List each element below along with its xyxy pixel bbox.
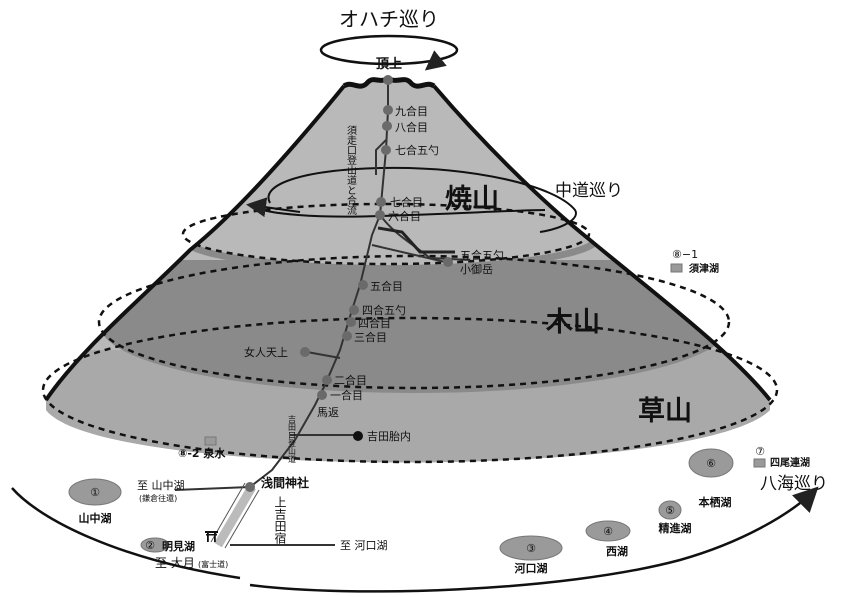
station-dot-55 <box>443 257 453 267</box>
station-8-label: 八合目 <box>395 120 428 134</box>
lake-6-shape <box>688 448 734 478</box>
kamakura-label: (鎌倉往還) <box>139 493 177 503</box>
station-9-label: 九合目 <box>395 104 428 118</box>
ohachi-course <box>319 34 459 71</box>
zone-yakeyama-label: 焼山 <box>445 184 499 215</box>
lake-1-num: ① <box>90 486 100 499</box>
station-55-label: 五合五勺 <box>460 248 504 262</box>
lake-5-label: 精進湖 <box>659 521 692 535</box>
station-dot-6 <box>375 210 385 220</box>
lakes <box>68 263 766 561</box>
station-dot-9 <box>383 105 393 115</box>
station-dot-45 <box>349 305 359 315</box>
to-otsuki-label: 至 大月 <box>155 556 195 570</box>
lake-2-label: 明見湖 <box>162 539 195 553</box>
station-3-label: 三合目 <box>354 330 387 344</box>
labels: オハチ巡り 頂上 中道巡り 八海巡り 焼山 木山 草山 九合目 八合目 七合五勺… <box>79 7 829 575</box>
hakkai-course <box>11 486 819 593</box>
yakeyama-boundary <box>181 202 591 266</box>
lake-4-shape <box>585 520 631 542</box>
lake-7-num: ⑦ <box>755 445 765 458</box>
lake-82-label: ⑧-2 泉水 <box>178 446 226 460</box>
lake-1-shape <box>68 478 122 506</box>
lake-81-shape <box>670 263 683 273</box>
station-2-label: 二合目 <box>334 373 367 387</box>
station-dot-3 <box>342 331 352 341</box>
station-dots <box>245 75 453 492</box>
station-dot-sengen <box>245 482 255 492</box>
station-dot-2 <box>322 375 332 385</box>
lake-7-shape <box>753 458 766 468</box>
hakkai-label: 八海巡り <box>760 474 828 494</box>
station-dot-75 <box>381 145 391 155</box>
kamiyoshida-road <box>210 482 260 549</box>
torii-icon <box>205 531 218 542</box>
subashiri-label: 須走口登山道と合流 <box>345 125 357 216</box>
lake-1-label: 山中湖 <box>79 511 112 525</box>
station-1-label: 一合目 <box>330 388 363 402</box>
chudo-label: 中道巡り <box>555 181 623 201</box>
station-dot-8 <box>382 121 392 131</box>
mountain-cone <box>44 74 772 463</box>
lake-81-num: ⑧−1 <box>672 248 698 261</box>
zone-kiyama-label: 木山 <box>545 307 600 338</box>
zone-boundaries <box>41 202 779 464</box>
nyonin-label: 女人天上 <box>244 345 288 359</box>
kamiyoshida-label: 上吉田宿 <box>273 496 287 544</box>
ohachi-label: オハチ巡り <box>339 7 439 31</box>
kiyama-boundary <box>97 254 731 390</box>
summit-label: 頂上 <box>376 57 402 72</box>
station-45-label: 四合五勺 <box>362 303 406 317</box>
lake-6-label: 本栖湖 <box>699 495 732 509</box>
lake-4-label: 西湖 <box>606 544 628 558</box>
lake-7-label: 四尾連湖 <box>770 456 810 469</box>
station-dot-nyonin <box>300 347 310 357</box>
yoshida-trail-label: 吉田口登山道 <box>288 415 297 464</box>
kusayama-boundary <box>41 316 779 464</box>
lake-3-label: 河口湖 <box>515 561 548 575</box>
station-dot-7 <box>376 197 386 207</box>
lake-5-num: ⑤ <box>665 504 675 517</box>
zone-kusayama-label: 草山 <box>638 396 692 427</box>
station-4-label: 四合目 <box>358 316 391 330</box>
fujimichi-label: (富士道) <box>198 559 228 569</box>
station-dot-summit <box>383 75 393 85</box>
lake-4-num: ④ <box>603 525 613 538</box>
lake-3-shape <box>499 535 563 561</box>
station-dot-1 <box>317 390 327 400</box>
to-kawaguchi-label: 至 河口湖 <box>340 539 388 552</box>
station-7-label: 七合目 <box>390 195 423 209</box>
lake-3-num: ③ <box>526 542 536 555</box>
tainai-label: 吉田胎内 <box>367 429 411 443</box>
sengen-label: 浅間神社 <box>261 475 309 490</box>
lake-6-num: ⑥ <box>706 457 716 470</box>
station-dot-5 <box>358 280 368 290</box>
lake-81-label: 須津湖 <box>688 262 719 275</box>
umagaeshi-label: 馬返 <box>317 406 339 419</box>
station-5-label: 五合目 <box>370 279 403 293</box>
lake-5-shape <box>658 500 682 520</box>
to-yamanaka-label: 至 山中湖 <box>137 479 185 492</box>
station-75-label: 七合五勺 <box>395 143 439 157</box>
komitake-label: 小御岳 <box>460 262 493 276</box>
station-dot-4 <box>346 317 356 327</box>
lake-2-num: ② <box>145 539 155 552</box>
lake-2-shape <box>140 537 170 553</box>
lake-82-shape <box>204 436 217 446</box>
station-6-label: 六合目 <box>388 209 421 223</box>
station-dot-tainai <box>353 431 363 441</box>
